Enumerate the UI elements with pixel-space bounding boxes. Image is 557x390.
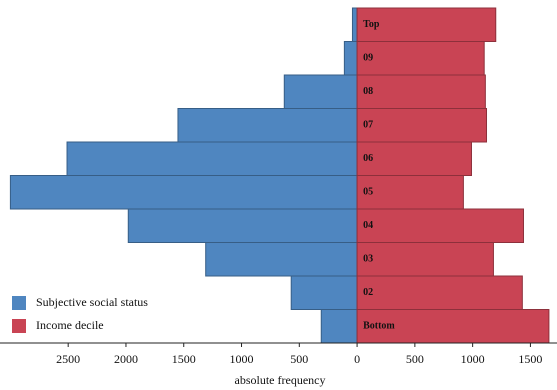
bar bbox=[356, 41, 485, 76]
bar bbox=[127, 208, 358, 243]
x-tick-label: 500 bbox=[406, 352, 424, 366]
category-label: Bottom bbox=[363, 321, 395, 332]
category-label: 03 bbox=[363, 254, 373, 265]
bar bbox=[320, 309, 358, 344]
bar bbox=[356, 7, 497, 42]
x-tick-label: 1500 bbox=[172, 352, 196, 366]
category-label: 06 bbox=[363, 153, 373, 164]
bar bbox=[356, 108, 488, 143]
bar bbox=[356, 242, 494, 277]
category-label: 02 bbox=[363, 287, 373, 298]
bar bbox=[205, 242, 358, 277]
legend-label: Income decile bbox=[36, 318, 104, 332]
legend-label: Subjective social status bbox=[36, 295, 148, 309]
bar bbox=[356, 275, 523, 310]
bar bbox=[177, 108, 358, 143]
x-tick-label: 2500 bbox=[56, 352, 80, 366]
bar bbox=[66, 141, 358, 176]
bar bbox=[356, 175, 464, 210]
bar bbox=[290, 275, 358, 310]
x-tick-label: 1000 bbox=[230, 352, 254, 366]
bar bbox=[283, 74, 358, 109]
bar bbox=[9, 175, 358, 210]
bar bbox=[356, 208, 524, 243]
category-label: 07 bbox=[363, 120, 373, 131]
x-tick-label: 1500 bbox=[518, 352, 542, 366]
bar bbox=[343, 41, 358, 76]
x-axis-label: absolute frequency bbox=[235, 373, 326, 387]
bar bbox=[356, 309, 550, 344]
category-label: Top bbox=[363, 19, 380, 30]
bar bbox=[351, 7, 358, 42]
legend-swatch bbox=[12, 319, 26, 333]
bar bbox=[356, 141, 472, 176]
category-label: 05 bbox=[363, 187, 373, 198]
x-tick-label: 2000 bbox=[114, 352, 138, 366]
category-label: 04 bbox=[363, 220, 373, 231]
category-label: 09 bbox=[363, 53, 373, 64]
x-tick-label: 500 bbox=[290, 352, 308, 366]
bar bbox=[356, 74, 486, 109]
legend-swatch bbox=[12, 296, 26, 310]
x-tick-label: 1000 bbox=[461, 352, 485, 366]
category-label: 08 bbox=[363, 86, 373, 97]
x-tick-label: 0 bbox=[354, 352, 360, 366]
